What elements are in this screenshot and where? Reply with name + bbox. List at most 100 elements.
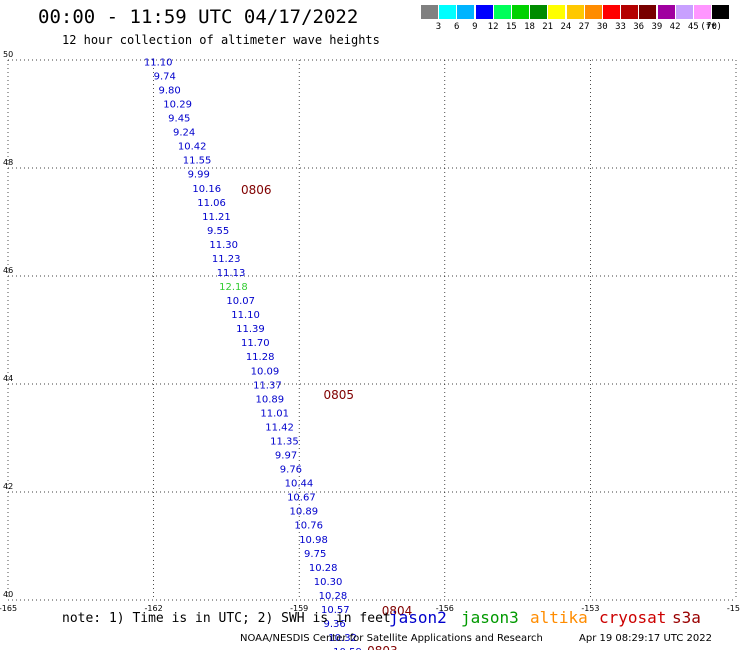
scale-label: 45 (687, 22, 699, 32)
lon-tick-label: -162 (145, 604, 163, 613)
satellite-legend-jason2: jason2 (389, 608, 447, 627)
swh-value-label: 9.76 (280, 465, 302, 476)
scale-label: 18 (524, 22, 535, 32)
satellite-legend-cryosat: cryosat (599, 608, 667, 627)
scale-swatch (603, 5, 620, 19)
scale-label: 33 (615, 22, 626, 32)
swh-value-label: 11.55 (183, 156, 212, 167)
generated-timestamp: Apr 19 08:29:17 UTC 2022 (579, 633, 712, 644)
scale-swatch (493, 5, 511, 19)
satellite-legend-jason3: jason3 (461, 608, 519, 627)
footer-note: note: 1) Time is in UTC; 2) SWH is in fe… (62, 611, 391, 626)
swh-value-label: 9.99 (188, 170, 210, 181)
scale-label: 21 (542, 22, 554, 32)
scale-swatch (566, 5, 584, 19)
swh-value-label: 11.10 (144, 57, 173, 68)
swh-value-label: 11.35 (270, 436, 299, 447)
swh-value-label: 9.74 (154, 71, 176, 82)
swh-value-label: 10.09 (251, 366, 280, 377)
swh-value-label: 12.18 (219, 282, 248, 293)
swh-value-label: 9.24 (173, 128, 195, 139)
swh-value-label: 10.57 (321, 605, 350, 616)
scale-swatch (639, 5, 657, 19)
swh-value-label: 9.55 (207, 226, 229, 237)
swh-value-label: 10.44 (285, 479, 314, 490)
scale-label: 9 (472, 22, 478, 32)
scale-swatch (457, 5, 475, 19)
scale-swatch (475, 5, 493, 19)
swh-value-label: 9.75 (304, 549, 326, 560)
scale-label: 3 (435, 22, 442, 32)
swh-value-label: 10.30 (314, 577, 343, 588)
satellite-legend-s3a: s3a (672, 608, 701, 627)
swh-value-label: 11.10 (231, 310, 260, 321)
lat-tick-label: 48 (3, 158, 13, 167)
swh-value-label: 11.06 (197, 198, 226, 209)
swh-value-label: 10.42 (178, 142, 207, 153)
swh-value-label: 10.89 (256, 394, 285, 405)
pass-time-label: 0806 (241, 183, 272, 197)
scale-swatch (694, 5, 711, 19)
swh-value-label: 10.28 (309, 563, 338, 574)
scale-label: 12 (487, 22, 499, 32)
pass-time-label: 0803 (367, 644, 398, 650)
scale-label: 27 (578, 22, 590, 32)
swh-value-label: 10.89 (289, 507, 318, 518)
swh-value-label: 11.70 (241, 338, 270, 349)
swh-value-label: 11.28 (246, 352, 275, 363)
satellite-legend-altika: altika (530, 608, 588, 627)
swh-value-label: 10.76 (294, 521, 323, 532)
scale-swatch (439, 5, 457, 19)
scale-swatch (548, 5, 566, 19)
page-title: 00:00 - 11:59 UTC 04/17/2022 (38, 6, 359, 28)
lon-tick-label: -153 (581, 604, 599, 613)
swh-value-label: 10.28 (319, 591, 348, 602)
pass-time-label: 0805 (323, 388, 354, 402)
swh-value-label: 11.13 (217, 268, 246, 279)
swh-value-label: 9.45 (168, 114, 190, 125)
swh-value-label: 11.21 (202, 212, 231, 223)
scale-swatch (530, 5, 548, 19)
lon-tick-label: -159 (290, 604, 308, 613)
page-subtitle: 12 hour collection of altimeter wave hei… (62, 33, 380, 47)
scale-label: 30 (596, 22, 608, 32)
scale-label: 70 (706, 22, 717, 32)
lon-tick-label: -165 (0, 604, 17, 613)
lat-tick-label: 44 (3, 374, 13, 383)
lat-tick-label: 50 (3, 50, 13, 59)
scale-label: 39 (651, 22, 663, 32)
scale-label: 15 (505, 22, 517, 32)
scale-swatch (421, 5, 438, 19)
lat-tick-label: 42 (3, 482, 13, 491)
swh-value-label: 11.39 (236, 324, 265, 335)
swh-value-label: 9.97 (275, 451, 297, 462)
scale-swatch (657, 5, 675, 19)
lat-tick-label: 46 (3, 266, 13, 275)
scale-swatch (675, 5, 693, 19)
swh-value-label: 10.07 (226, 296, 255, 307)
scale-label: 24 (560, 22, 572, 32)
swh-value-label: 10.67 (287, 493, 316, 504)
swh-value-label: 10.98 (299, 535, 328, 546)
pass-time-label: 0804 (382, 604, 413, 618)
scale-label: 36 (633, 22, 645, 32)
swh-value-label: 11.01 (260, 408, 289, 419)
swh-value-label: 11.23 (212, 254, 241, 265)
lat-tick-label: 40 (3, 590, 13, 599)
scale-swatch (512, 5, 529, 19)
swh-value-label: 10.16 (192, 184, 221, 195)
lon-tick-label: -156 (436, 604, 454, 613)
swh-value-label: 10.32 (328, 633, 357, 644)
scale-swatch (584, 5, 602, 19)
scale-swatch (621, 5, 639, 19)
swh-value-label: 11.37 (253, 380, 282, 391)
swh-value-label: 11.30 (209, 240, 238, 251)
scale-label: 6 (453, 22, 460, 32)
scale-unit: (ft) (700, 22, 722, 32)
swh-value-label: 10.29 (163, 100, 192, 111)
lon-tick-label: -150 (727, 604, 740, 613)
swh-value-label: 10.59 (333, 647, 362, 650)
swh-value-label: 11.42 (265, 422, 294, 433)
scale-label: 42 (669, 22, 681, 32)
